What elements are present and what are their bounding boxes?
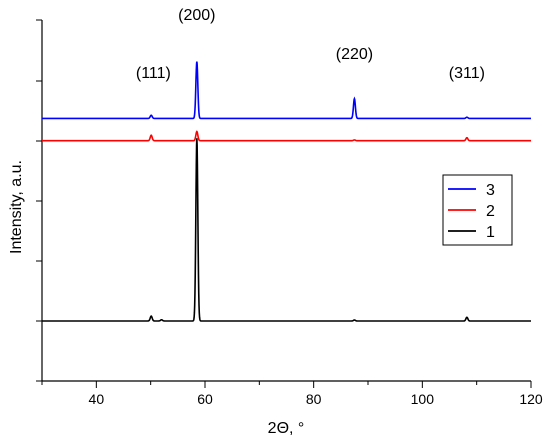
y-ticks	[36, 19, 42, 382]
legend-box	[442, 174, 513, 246]
series-lines	[42, 61, 531, 322]
x-ticks	[41, 381, 532, 388]
series-line-1	[42, 138, 531, 322]
peak-labels: (111) (200) (220) (311)	[136, 7, 485, 82]
legend: 3 2 1	[442, 174, 513, 246]
x-tick-label: 80	[306, 391, 322, 407]
x-tick-label: 120	[519, 391, 543, 407]
legend-label: 3	[486, 182, 495, 199]
x-tick-label: 40	[89, 391, 105, 407]
legend-label: 1	[486, 224, 495, 241]
x-tick-labels: 40 60 80 100 120	[89, 391, 543, 407]
series-line-2	[42, 130, 531, 142]
x-tick-label: 60	[197, 391, 213, 407]
peak-label: (220)	[336, 46, 373, 63]
y-axis-label: Intensity, a.u.	[8, 160, 25, 254]
peak-label: (200)	[178, 7, 215, 24]
x-axis-label: 2Θ, °	[268, 420, 305, 437]
series-line-3	[42, 61, 531, 120]
peak-label: (311)	[449, 65, 485, 82]
x-tick-label: 100	[411, 391, 435, 407]
legend-label: 2	[486, 203, 495, 220]
peak-label: (111)	[136, 65, 171, 82]
